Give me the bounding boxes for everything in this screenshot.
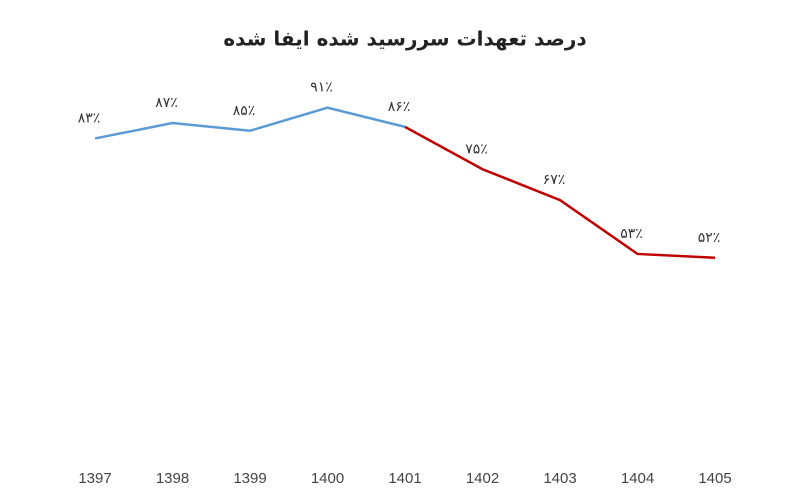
data-label: ۵۳٪ xyxy=(620,226,643,242)
x-tick-label: 1398 xyxy=(156,470,189,487)
x-tick-label: 1401 xyxy=(388,470,421,487)
x-tick-label: 1405 xyxy=(698,470,731,487)
data-label: ۸۵٪ xyxy=(233,103,256,119)
x-tick-label: 1403 xyxy=(543,470,576,487)
data-label: ۷۵٪ xyxy=(465,141,488,157)
x-tick-label: 1400 xyxy=(311,470,344,487)
x-tick-label: 1404 xyxy=(621,470,654,487)
x-tick-label: 1397 xyxy=(78,470,111,487)
data-label: ۹۱٪ xyxy=(310,80,333,96)
x-tick-label: 1402 xyxy=(466,470,499,487)
data-label: ۵۲٪ xyxy=(698,230,721,246)
x-tick-label: 1399 xyxy=(233,470,266,487)
line xyxy=(404,125,716,260)
data-label: ۸۶٪ xyxy=(388,99,411,115)
chart-title: درصد تعهدات سررسید شده ایفا شده xyxy=(223,27,586,51)
data-label: ۸۳٪ xyxy=(78,110,101,126)
data-label: ۶۷٪ xyxy=(543,172,566,188)
line xyxy=(94,106,406,140)
data-label: ۸۷٪ xyxy=(155,95,178,111)
